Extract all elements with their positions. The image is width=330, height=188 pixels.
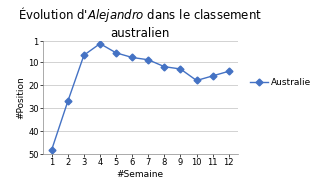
Line: Australie: Australie [49,41,231,152]
Australie [98,42,102,45]
Legend: Australie: Australie [246,74,315,90]
Australie [179,68,182,70]
Title: Évolution d'$\it{Alejandro}$ dans le classement
australien: Évolution d'$\it{Alejandro}$ dans le cla… [18,5,262,40]
Y-axis label: #Position: #Position [16,76,25,119]
Australie [66,100,70,102]
Australie [130,56,134,59]
Australie [195,79,199,82]
Australie [162,66,166,68]
Australie [146,59,150,61]
X-axis label: #Semaine: #Semaine [117,170,164,179]
Australie [114,52,118,54]
Australie [211,75,214,77]
Australie [82,54,86,56]
Australie [50,149,54,151]
Australie [227,70,231,72]
